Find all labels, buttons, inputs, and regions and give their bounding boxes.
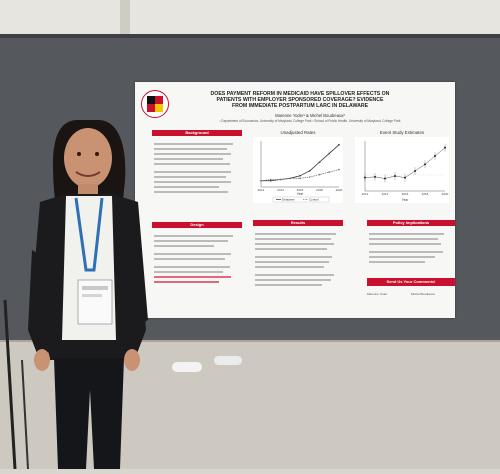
poster-affiliations: ¹ Department of Economics, University of… — [219, 119, 401, 123]
left-chart-x-label: Year — [297, 192, 304, 196]
estimate-point-2016 — [404, 176, 406, 179]
design-text — [154, 232, 240, 312]
right-chart-title: Event Study Estimates — [379, 130, 425, 135]
estimate-point-2018 — [424, 163, 426, 166]
policy-text — [369, 230, 449, 274]
point-control-2014 — [279, 178, 282, 181]
background-header: Background — [152, 130, 242, 136]
estimate-point-2017 — [414, 170, 416, 172]
legend-delaware: Delaware — [282, 198, 295, 202]
right-chart-tick-2018: 2018 — [422, 192, 429, 196]
estimate-point-2019 — [434, 155, 436, 157]
stand — [0, 299, 30, 470]
floor-edge — [0, 340, 500, 342]
legend-control: Control — [309, 198, 319, 202]
university-seal-icon — [141, 90, 169, 118]
left-chart-tick-2012: 2012 — [258, 188, 265, 192]
point-control-2018 — [318, 173, 321, 176]
point-delaware-2013 — [269, 179, 272, 182]
background-feet — [172, 350, 244, 372]
unadjusted-rates-chart: 2012 2014 2016 2018 2020 Year Delaware Contr… — [253, 137, 343, 203]
policy-header: Policy Implications — [367, 220, 455, 226]
left-chart-tick-2020: 2020 — [336, 188, 343, 192]
background-text — [154, 140, 240, 218]
research-poster: DOES PAYMENT REFORM IN MEDICAID HAVE SPI… — [135, 82, 455, 318]
left-chart-title: Unadjusted Rates — [280, 130, 316, 135]
point-control-2017 — [308, 176, 311, 178]
left-chart-tick-2014: 2014 — [277, 188, 284, 192]
estimate-point-2013 — [374, 175, 376, 178]
point-control-2013 — [269, 178, 272, 181]
left-chart-legend — [272, 196, 330, 203]
right-chart-tick-2014: 2014 — [382, 192, 389, 196]
estimate-point-2012 — [364, 176, 366, 179]
estimate-point-2014 — [384, 177, 386, 180]
point-delaware-2019 — [328, 152, 331, 155]
results-header: Results — [253, 220, 343, 226]
estimate-point-2015 — [394, 175, 396, 177]
point-control-2015 — [289, 177, 292, 180]
poster-authors: Marenne Yoder¹ & Michel Boudreaux² — [275, 113, 345, 118]
board-frame — [0, 34, 500, 38]
point-delaware-2020 — [338, 143, 340, 146]
wall — [0, 0, 500, 40]
point-control-2012 — [260, 179, 262, 182]
comments-banner: Send Us Your Comments! — [367, 278, 455, 286]
estimate-point-2020 — [444, 146, 446, 149]
pillar — [120, 0, 130, 40]
left-chart-tick-2016: 2016 — [297, 188, 304, 192]
footer-name-1: Marenne Yoder — [367, 292, 388, 296]
point-delaware-2017 — [308, 170, 311, 172]
results-text — [255, 230, 341, 312]
right-chart-tick-2012: 2012 — [362, 192, 369, 196]
point-delaware-2016 — [299, 175, 301, 177]
footer-name-2: Michel Boudreaux — [411, 292, 436, 296]
face — [64, 128, 112, 188]
right-chart-x-label: Year — [402, 198, 409, 202]
left-chart-tick-2018: 2018 — [316, 188, 323, 192]
black-pants — [54, 358, 124, 469]
point-control-2020 — [338, 168, 340, 171]
right-chart-tick-2016: 2016 — [402, 192, 409, 196]
poster-title: DOES PAYMENT REFORM IN MEDICAID HAVE SPI… — [210, 91, 390, 110]
point-control-2016 — [299, 177, 301, 180]
design-header: Design — [152, 222, 242, 228]
lanyard — [74, 197, 104, 272]
point-delaware-2018 — [318, 161, 321, 163]
right-chart-tick-2020: 2020 — [442, 192, 449, 196]
event-study-chart: 2012 2014 2016 2018 2020 Year — [355, 137, 449, 203]
point-control-2019 — [328, 171, 331, 173]
presenter — [28, 120, 148, 469]
